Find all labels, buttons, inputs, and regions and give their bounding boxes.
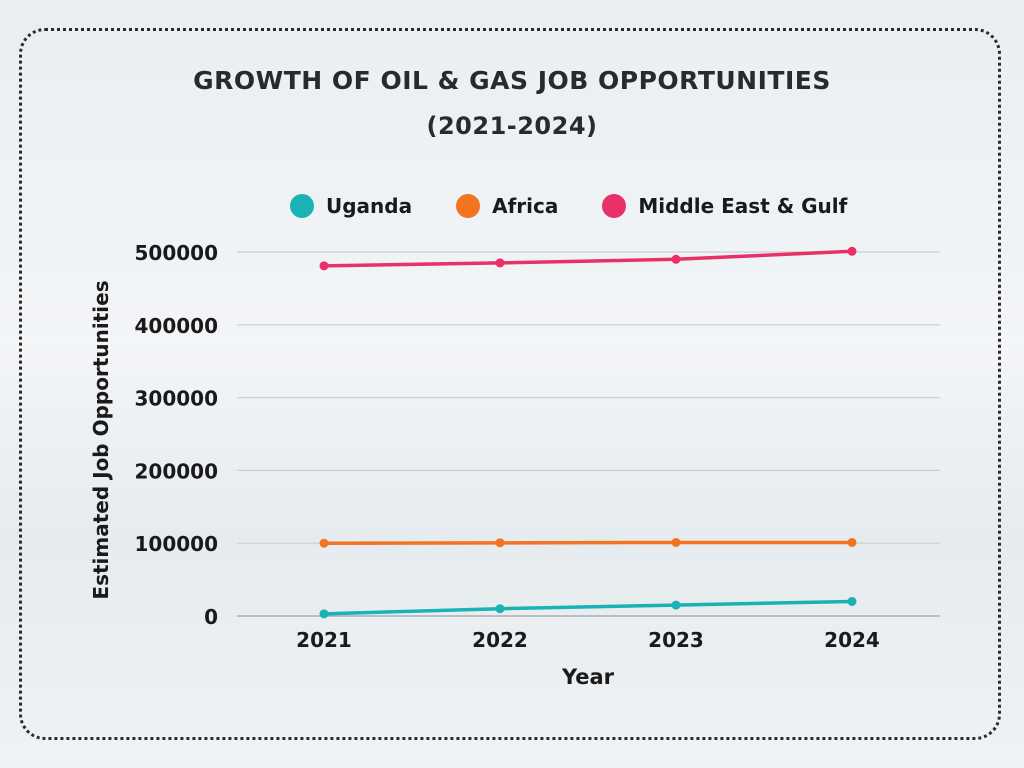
data-point-africa (671, 537, 681, 547)
data-point-middle-east-gulf (847, 246, 857, 256)
data-point-middle-east-gulf (495, 258, 505, 268)
legend-item-africa: Africa (456, 194, 558, 218)
y-tick-label: 200000 (135, 459, 219, 483)
legend-swatch-middle-east (602, 194, 627, 218)
dotted-frame (19, 28, 1001, 740)
data-point-africa (847, 537, 857, 547)
y-tick-labels: 0 100000 200000 300000 400000 500000 (135, 241, 219, 629)
data-point-middle-east-gulf (319, 261, 329, 271)
legend-swatch-africa (456, 194, 481, 218)
data-point-africa (319, 538, 329, 548)
y-tick-label: 100000 (135, 532, 219, 556)
x-tick-label: 2021 (296, 628, 352, 652)
legend-item-uganda: Uganda (290, 194, 412, 218)
legend-swatch-uganda (290, 194, 314, 218)
chart-title: GROWTH OF OIL & GAS JOB OPPORTUNITIES (193, 66, 831, 95)
gridlines (237, 251, 940, 617)
chart-subtitle: (2021-2024) (426, 112, 598, 140)
y-tick-label: 300000 (135, 387, 219, 411)
legend-item-middle-east: Middle East & Gulf (602, 194, 847, 218)
series-line-uganda (322, 599, 854, 616)
x-tick-labels: 2021 2022 2023 2024 (296, 628, 880, 652)
legend-label-uganda: Uganda (326, 194, 413, 218)
y-axis-label: Estimated Job Opportunities (89, 280, 113, 599)
x-tick-label: 2024 (824, 628, 880, 652)
x-tick-label: 2023 (648, 628, 704, 652)
legend-label-africa: Africa (492, 194, 559, 218)
y-tick-label: 0 (204, 605, 218, 629)
data-point-uganda (319, 609, 329, 619)
data-point-uganda (495, 604, 505, 614)
legend: Uganda Africa Middle East & Gulf (290, 194, 847, 218)
data-point-uganda (671, 600, 681, 610)
series-line-africa (322, 540, 854, 545)
data-point-africa (495, 538, 505, 548)
x-axis-label: Year (561, 665, 615, 689)
y-tick-label: 400000 (135, 314, 219, 338)
y-tick-label: 500000 (135, 241, 219, 265)
series-line-middle-east-gulf (322, 249, 854, 268)
legend-label-middle-east: Middle East & Gulf (638, 194, 848, 218)
series-lines (319, 246, 857, 619)
data-point-uganda (847, 596, 857, 606)
x-tick-label: 2022 (472, 628, 528, 652)
data-point-middle-east-gulf (671, 254, 681, 264)
